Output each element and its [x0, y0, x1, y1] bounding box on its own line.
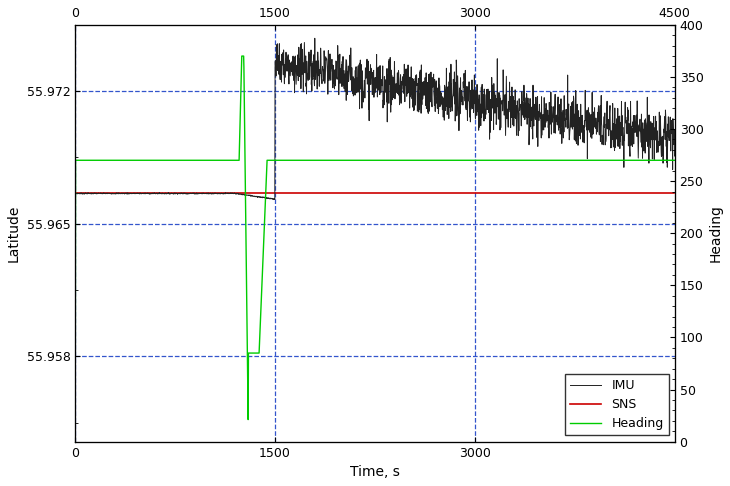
IMU	[363, 81, 372, 87]
IMU	[504, 115, 512, 121]
Y-axis label: Latitude: Latitude	[7, 205, 21, 262]
IMU	[588, 89, 596, 95]
Line: IMU: IMU	[75, 38, 675, 200]
Heading	[503, 157, 512, 163]
IMU	[71, 190, 80, 196]
Line: Heading: Heading	[75, 56, 675, 442]
IMU	[573, 109, 582, 115]
Heading	[588, 157, 596, 163]
Heading	[71, 439, 80, 445]
Heading	[573, 157, 582, 163]
Heading	[412, 157, 421, 163]
Heading	[670, 157, 679, 163]
IMU	[412, 83, 421, 88]
Y-axis label: Heading: Heading	[709, 204, 723, 262]
Heading	[587, 157, 596, 163]
IMU	[269, 197, 278, 203]
IMU	[587, 114, 596, 120]
Heading	[237, 53, 246, 59]
X-axis label: Time, s: Time, s	[350, 465, 400, 479]
IMU	[310, 35, 319, 41]
IMU	[670, 153, 679, 159]
Legend: IMU, SNS, Heading: IMU, SNS, Heading	[565, 374, 669, 435]
Heading	[363, 157, 372, 163]
